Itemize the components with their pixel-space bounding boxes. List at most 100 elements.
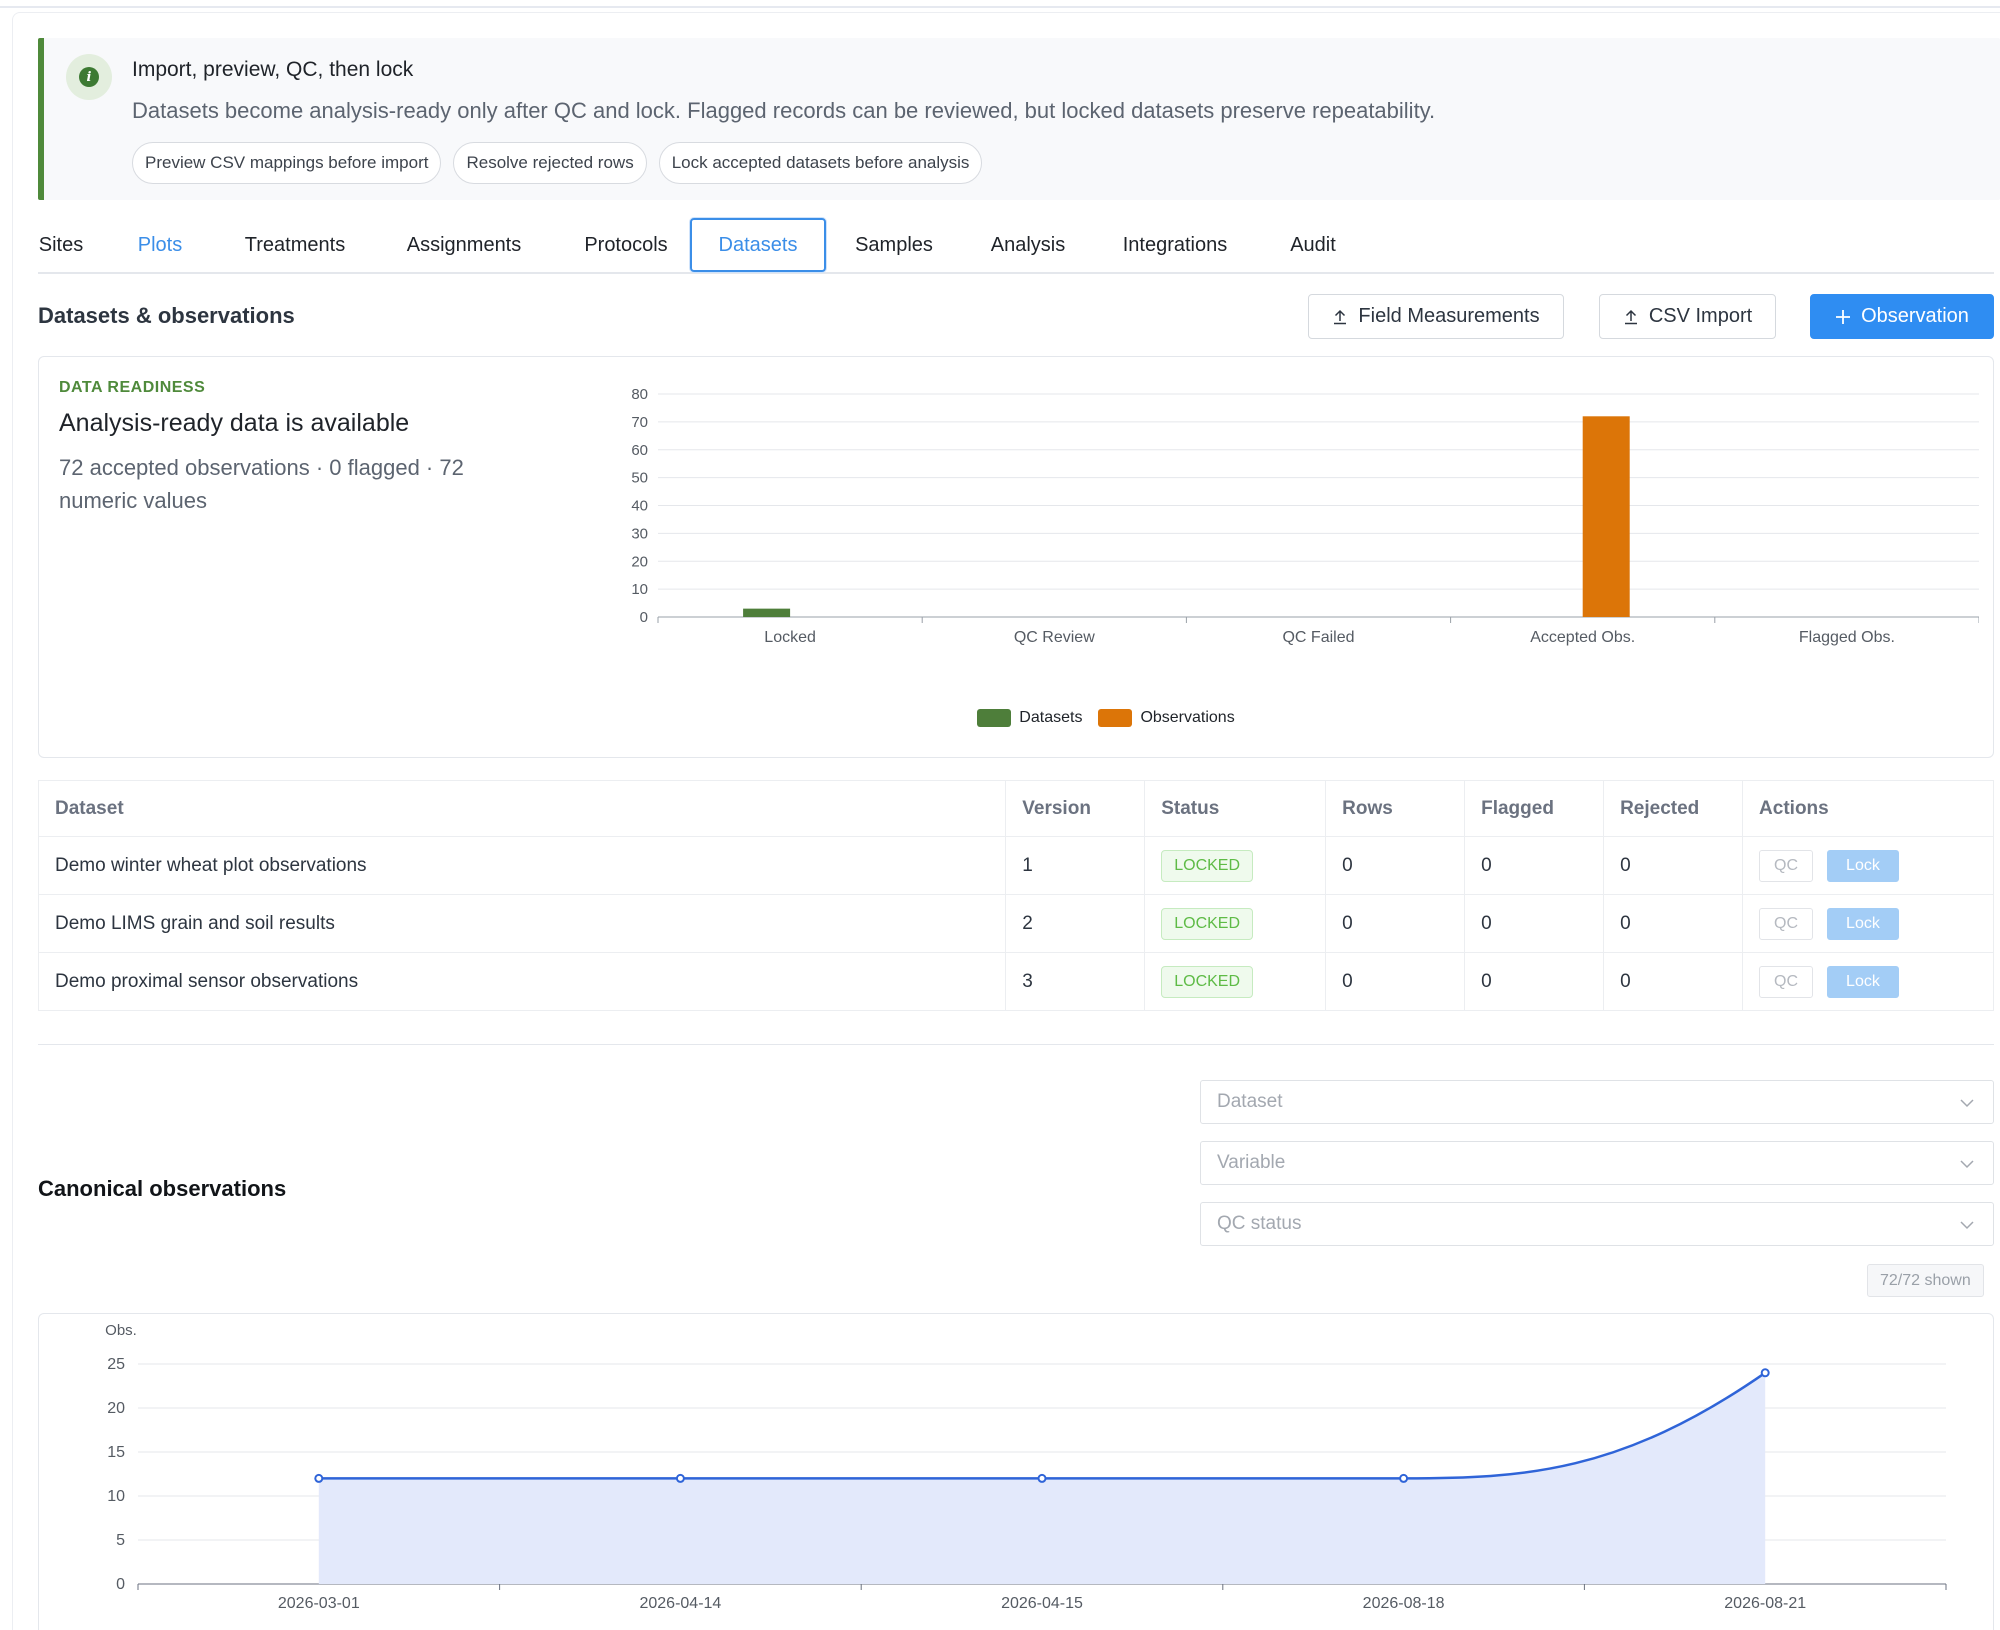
legend-item-datasets[interactable]: Datasets [977,709,1082,727]
cell-version: 3 [1005,952,1146,1011]
upload-icon [1334,309,1347,324]
x-tick-label: Locked [764,629,816,646]
lock-button[interactable]: Lock [1827,965,1899,998]
y-tick-label: 60 [631,442,648,459]
qc-button[interactable]: QC [1759,965,1814,998]
data-point [1399,1473,1409,1483]
lock-button[interactable]: Lock [1827,849,1899,882]
col-actions: Actions [1742,780,1994,837]
observations-line-chart: Obs. 0 5 10 15 20 25 2026-03-01 2026-04-14 2026-0… [105,1322,1947,1612]
cell-status: LOCKED [1144,894,1327,953]
legend-label-observations: Observations [1140,709,1235,726]
shown-count-badge: 72/72 shown [1867,1264,1984,1297]
y-tick-label: 40 [631,498,648,515]
chip-resolve-rejected[interactable]: Resolve rejected rows [453,142,647,184]
variable-select[interactable]: Variable [1200,1141,1994,1185]
table-row: Demo winter wheat plot observations 1 LO… [37,836,1994,895]
y-tick-label: 50 [631,470,648,487]
x-tick-label: Accepted Obs. [1530,629,1635,646]
tab-treatments[interactable]: Treatments [244,233,346,256]
x-tick-label: 2026-04-15 [1001,1595,1083,1612]
data-point [1037,1473,1047,1483]
cell-rows: 0 [1325,894,1466,953]
y-tick-label: 20 [631,553,648,570]
table-header-row: Dataset Version Status Rows Flagged Reje… [37,780,1994,837]
cell-rejected: 0 [1603,952,1744,1011]
plus-icon [1836,309,1851,324]
chevron-down-icon [1960,1099,1974,1108]
cell-actions: QC Lock [1742,894,1994,953]
datasets-table: Dataset Version Status Rows Flagged Reje… [37,780,1994,1011]
info-banner: i Import, preview, QC, then lock Dataset… [38,38,2000,200]
legend-label-datasets: Datasets [1019,709,1083,726]
qc-status-select-placeholder: QC status [1217,1213,1302,1234]
cell-dataset: Demo winter wheat plot observations [37,836,1007,895]
canonical-observations-title: Canonical observations [38,1176,287,1201]
series-line [318,1371,1766,1480]
add-observation-label: Observation [1861,305,1969,327]
y-tick-label: 5 [116,1532,125,1549]
cell-dataset: Demo LIMS grain and soil results [37,894,1007,953]
chevron-down-icon [1960,1160,1974,1169]
tab-samples[interactable]: Samples [855,233,933,256]
tab-analysis[interactable]: Analysis [990,233,1066,256]
content-frame [12,12,2000,1630]
dataset-select[interactable]: Dataset [1200,1080,1994,1124]
col-version: Version [1005,780,1146,837]
legend-swatch-datasets [977,709,1012,727]
tab-plots[interactable]: Plots [137,233,183,256]
cell-rejected: 0 [1603,894,1744,953]
y-axis-label: Obs. [105,1322,137,1339]
tab-protocols[interactable]: Protocols [584,233,668,256]
legend-item-observations[interactable]: Observations [1098,709,1235,727]
tab-bar: Sites Plots Treatments Assignments Proto… [38,218,1994,274]
readiness-title: Analysis-ready data is available [59,409,410,437]
x-tick-label: Flagged Obs. [1799,629,1895,646]
chip-lock-datasets[interactable]: Lock accepted datasets before analysis [658,142,983,184]
tab-integrations[interactable]: Integrations [1122,233,1228,256]
y-tick-label: 10 [107,1488,125,1505]
qc-button[interactable]: QC [1759,907,1814,940]
qc-status-select[interactable]: QC status [1200,1202,1994,1246]
tab-datasets[interactable]: Datasets [690,218,826,272]
tab-assignments[interactable]: Assignments [406,233,522,256]
table-row: Demo proximal sensor observations 3 LOCK… [37,952,1994,1011]
variable-select-placeholder: Variable [1217,1152,1286,1173]
y-tick-label: 80 [631,386,648,403]
cell-flagged: 0 [1464,836,1605,895]
cell-actions: QC Lock [1742,836,1994,895]
cell-actions: QC Lock [1742,952,1994,1011]
x-tick-label: 2026-08-18 [1363,1595,1445,1612]
data-readiness-card: DATA READINESS Analysis-ready data is av… [38,356,1994,758]
x-tick-label: QC Review [1014,629,1095,646]
field-measurements-label: Field Measurements [1358,305,1540,327]
x-tick-label: 2026-04-14 [639,1595,721,1612]
qc-button[interactable]: QC [1759,849,1814,882]
top-divider [0,6,2000,8]
x-tick-label: 2026-03-01 [278,1595,360,1612]
upload-icon [1624,309,1637,324]
cell-rows: 0 [1325,952,1466,1011]
table-row: Demo LIMS grain and soil results 2 LOCKE… [37,894,1994,953]
status-badge: LOCKED [1161,965,1254,998]
observations-chart-card: Obs. 0 5 10 15 20 25 2026-03-01 2026-04-14 2026-0… [38,1313,1994,1630]
tab-audit[interactable]: Audit [1290,233,1336,256]
data-point [1760,1368,1770,1378]
cell-status: LOCKED [1144,952,1327,1011]
lock-button[interactable]: Lock [1827,907,1899,940]
chip-preview-csv[interactable]: Preview CSV mappings before import [132,142,442,184]
data-point [675,1473,685,1483]
col-flagged: Flagged [1464,780,1605,837]
section-divider [38,1044,1994,1045]
x-tick-label: QC Failed [1282,629,1354,646]
col-dataset: Dataset [37,780,1007,837]
data-point [314,1473,324,1483]
field-measurements-button[interactable]: Field Measurements [1308,294,1564,339]
y-tick-label: 0 [116,1576,125,1593]
add-observation-button[interactable]: Observation [1810,294,1994,339]
y-tick-label: 70 [631,414,648,431]
csv-import-button[interactable]: CSV Import [1599,294,1776,339]
tab-sites[interactable]: Sites [38,233,84,256]
cell-rows: 0 [1325,836,1466,895]
bar-observations [1582,416,1630,617]
